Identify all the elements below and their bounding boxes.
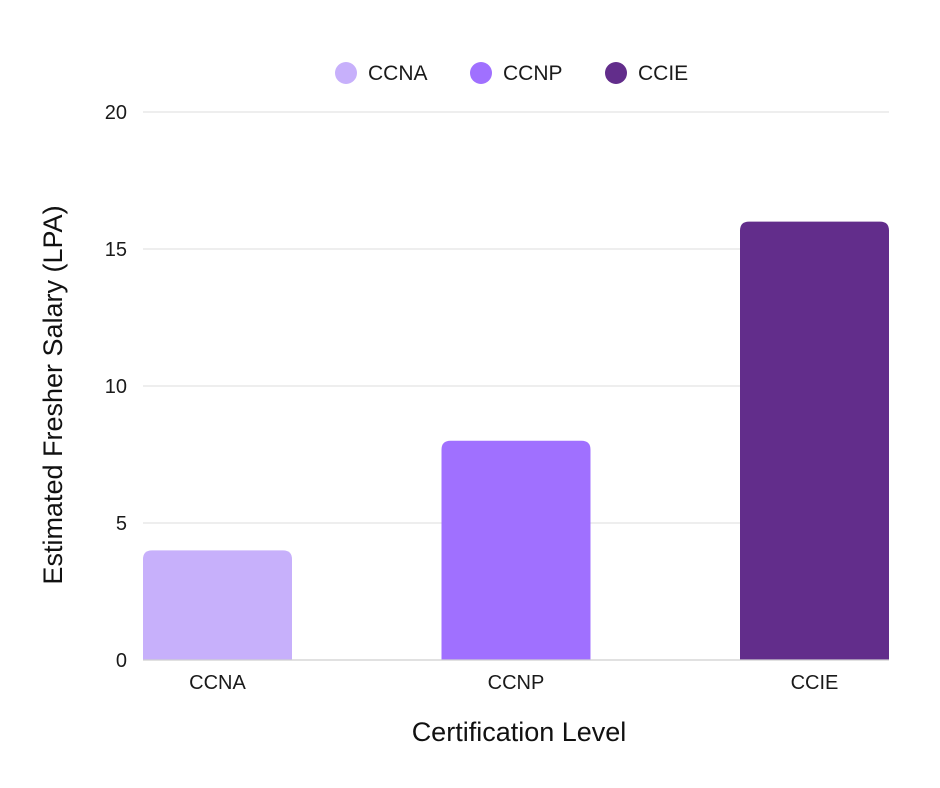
- legend-label: CCNA: [368, 62, 428, 85]
- bars: [143, 221, 889, 660]
- y-tick-label: 5: [116, 513, 127, 535]
- y-axis-title: Estimated Fresher Salary (LPA): [38, 205, 68, 584]
- legend-swatch: [335, 62, 357, 84]
- legend-swatch: [605, 62, 627, 84]
- bar-ccie: [740, 221, 889, 660]
- bar-ccnp: [441, 440, 591, 660]
- legend-label: CCIE: [638, 62, 688, 85]
- legend-label: CCNP: [503, 62, 563, 85]
- y-tick-label: 20: [105, 102, 127, 124]
- y-tick-label: 0: [116, 650, 127, 672]
- x-axis-ticks: CCNA CCNP CCIE: [189, 672, 838, 694]
- bar-ccna: [143, 550, 292, 660]
- y-tick-label: 10: [105, 376, 127, 398]
- x-axis-title: Certification Level: [412, 717, 627, 747]
- legend: CCNA CCNP CCIE: [335, 62, 688, 85]
- legend-swatch: [470, 62, 492, 84]
- y-tick-label: 15: [105, 239, 127, 261]
- x-tick-label: CCIE: [791, 672, 839, 694]
- x-tick-label: CCNA: [189, 672, 246, 694]
- y-axis-ticks: 0 5 10 15 20: [105, 102, 127, 672]
- x-tick-label: CCNP: [488, 672, 545, 694]
